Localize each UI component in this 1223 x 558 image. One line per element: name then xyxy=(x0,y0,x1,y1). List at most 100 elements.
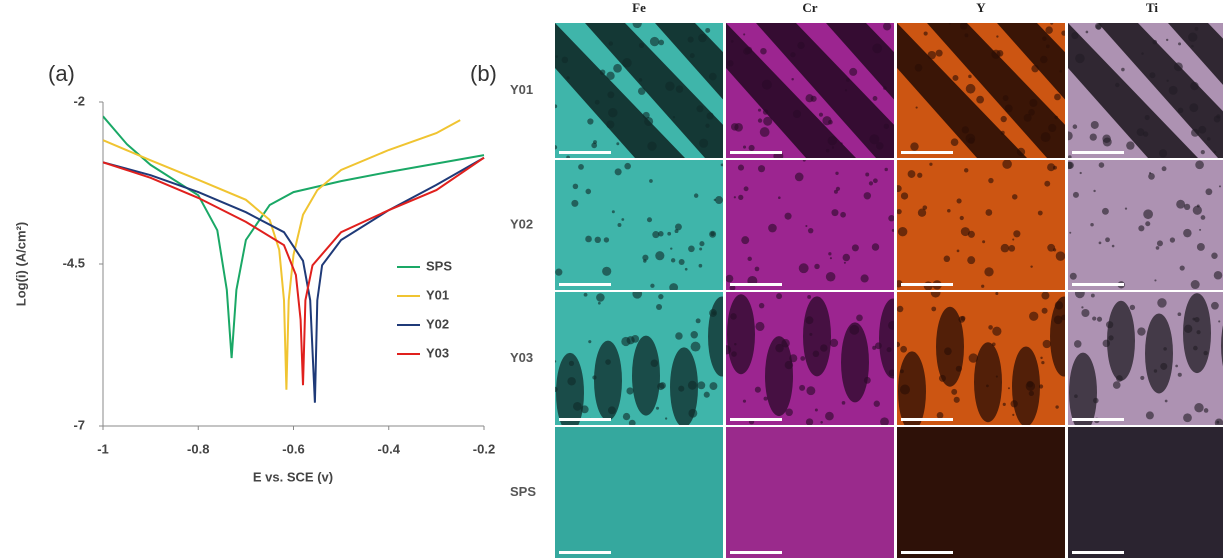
speckle xyxy=(731,351,737,357)
speckle xyxy=(981,284,985,288)
speckle xyxy=(1141,52,1144,55)
eds-map xyxy=(1068,427,1223,558)
legend-label: Y03 xyxy=(426,345,449,360)
speckle xyxy=(1081,308,1090,318)
speckle xyxy=(572,183,579,190)
speckle xyxy=(1177,107,1184,114)
speckle xyxy=(1158,149,1168,158)
dark-band xyxy=(726,23,856,158)
speckle xyxy=(1028,390,1035,396)
speckle xyxy=(566,155,570,158)
speckle xyxy=(869,134,880,145)
speckle xyxy=(1213,270,1223,280)
speckle xyxy=(995,292,999,296)
speckle xyxy=(936,411,944,419)
speckle xyxy=(1029,311,1039,321)
speckle xyxy=(743,47,750,55)
eds-map xyxy=(897,160,1065,292)
speckle xyxy=(849,324,860,335)
speckle xyxy=(794,172,804,182)
speckle xyxy=(1160,362,1168,370)
speckle xyxy=(607,91,615,99)
x-tick-label: -0.8 xyxy=(187,441,209,456)
speckle xyxy=(959,215,964,221)
speckle xyxy=(1054,93,1061,101)
speckle xyxy=(1190,280,1200,290)
speckle xyxy=(1068,161,1074,169)
speckle xyxy=(964,33,969,38)
speckle xyxy=(840,211,846,218)
speckle xyxy=(603,237,610,243)
speckle xyxy=(726,274,734,283)
speckle xyxy=(1055,251,1065,261)
speckle xyxy=(580,405,589,414)
speckle xyxy=(687,380,697,390)
speckle xyxy=(1169,237,1176,243)
speckle xyxy=(1189,103,1199,113)
eds-map xyxy=(726,160,894,292)
speckle xyxy=(1126,141,1135,150)
speckle xyxy=(644,116,654,126)
speckle xyxy=(897,185,902,193)
eds-map xyxy=(555,292,723,427)
map-content xyxy=(726,23,894,158)
speckle xyxy=(1111,244,1115,248)
speckle xyxy=(675,332,683,340)
speckle xyxy=(649,36,660,47)
speckle xyxy=(1206,137,1211,141)
y-tick-label: -2 xyxy=(73,93,85,108)
speckle xyxy=(828,252,832,256)
speckle xyxy=(1138,225,1145,232)
speckle xyxy=(1069,231,1072,234)
speckle xyxy=(602,266,612,276)
speckle xyxy=(1071,32,1079,40)
speckle xyxy=(616,142,620,146)
speckle xyxy=(960,315,966,321)
speckle xyxy=(1000,115,1007,123)
speckle xyxy=(642,254,649,261)
speckle xyxy=(697,381,706,390)
speckle xyxy=(950,138,959,146)
eds-map xyxy=(1068,160,1223,292)
speckle xyxy=(705,27,711,33)
speckle xyxy=(555,55,559,58)
speckle xyxy=(1168,85,1178,95)
speckle xyxy=(814,263,820,270)
speckle xyxy=(871,243,880,251)
speckle xyxy=(606,120,615,129)
speckle xyxy=(843,261,846,264)
eds-map xyxy=(726,427,894,558)
speckle xyxy=(784,360,794,370)
speckle xyxy=(967,256,976,265)
speckle xyxy=(650,359,659,367)
speckle xyxy=(851,244,859,252)
map-content xyxy=(726,292,894,425)
speckle xyxy=(621,218,625,221)
line-series xyxy=(103,115,485,359)
speckle xyxy=(1096,316,1103,322)
map-content xyxy=(897,427,1065,558)
speckle xyxy=(1059,69,1063,73)
speckle xyxy=(1184,324,1193,334)
speckle xyxy=(1214,418,1223,425)
scale-bar xyxy=(901,418,953,421)
speckle xyxy=(555,268,563,276)
speckle xyxy=(1093,397,1099,404)
speckle xyxy=(807,295,812,299)
speckle xyxy=(699,241,705,247)
speckle xyxy=(587,118,594,125)
speckle xyxy=(1116,375,1123,382)
speckle xyxy=(776,293,783,300)
speckle xyxy=(1195,160,1204,170)
speckle xyxy=(1163,347,1167,351)
speckle xyxy=(1074,292,1085,299)
speckle xyxy=(873,178,878,184)
speckle xyxy=(658,231,664,237)
speckle xyxy=(798,263,809,274)
panel-label: (b) xyxy=(470,61,497,86)
speckle xyxy=(976,95,985,104)
speckle xyxy=(1028,109,1035,116)
speckle xyxy=(1165,38,1169,42)
speckle xyxy=(960,227,970,237)
speckle xyxy=(567,377,576,386)
